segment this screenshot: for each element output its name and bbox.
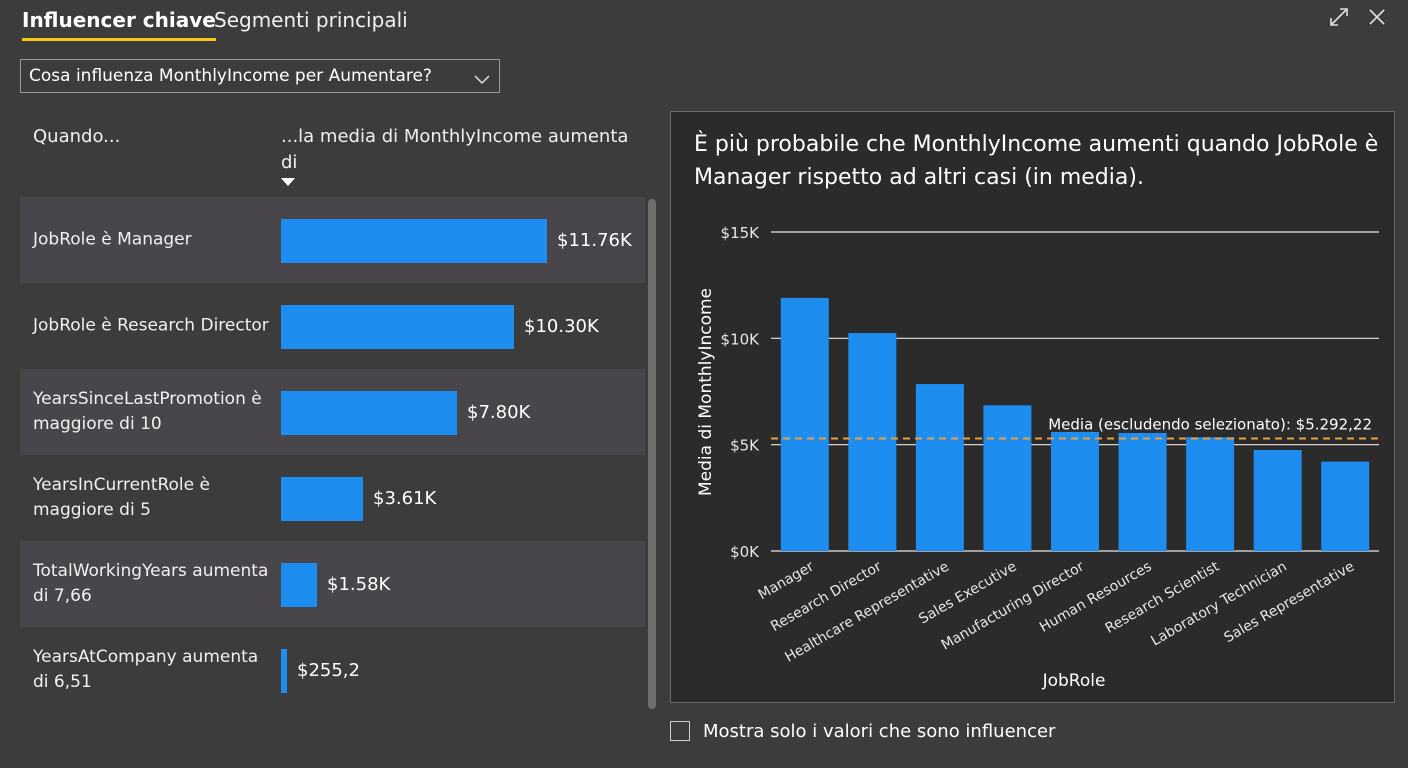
column-header-increase[interactable]: ...la media di MonthlyIncome aumenta di (281, 126, 629, 173)
influencer-only-label: Mostra solo i valori che sono influencer (703, 721, 1056, 742)
chart-bar (1186, 437, 1235, 551)
influencer-row[interactable]: YearsSinceLastPromotion è maggiore di 10… (20, 369, 645, 455)
sort-descending-icon[interactable] (281, 178, 295, 186)
x-tick-label: Research Director (768, 558, 884, 634)
x-tick-label: Research Scientist (1103, 558, 1223, 637)
y-axis-title: Media di MonthlyIncome (696, 288, 716, 496)
detail-panel: È più probabile che MonthlyIncome aument… (670, 111, 1395, 703)
x-tick-label: Human Resources (1037, 559, 1154, 636)
close-icon[interactable] (1366, 6, 1388, 28)
chart-bar (780, 297, 829, 551)
dropdown-value: Cosa influenza MonthlyIncome per Aumenta… (29, 66, 432, 86)
chart-bar (1118, 432, 1167, 551)
influencer-label: YearsSinceLastPromotion è maggiore di 10 (33, 389, 262, 434)
y-tick-label: $0K (730, 543, 760, 561)
influencer-value: $3.61K (373, 488, 437, 509)
influencer-value: $11.76K (557, 230, 632, 251)
chart-bar (1253, 449, 1302, 551)
influencer-label: JobRole è Manager (33, 229, 192, 250)
tab-influencer-chiave[interactable]: Influencer chiave (22, 8, 216, 41)
influencer-bar (281, 219, 547, 263)
detail-title: È più probabile che MonthlyIncome aument… (694, 132, 1379, 190)
influencer-row[interactable]: JobRole è Manager $11.76K (20, 197, 645, 283)
expand-icon[interactable] (1328, 6, 1350, 28)
influencer-value: $7.80K (467, 402, 531, 423)
chart-bar (1321, 461, 1370, 551)
influencer-label: TotalWorkingYears aumenta di 7,66 (33, 561, 269, 606)
y-tick-label: $5K (730, 437, 760, 455)
influencer-bar (281, 391, 457, 435)
influencer-label: JobRole è Research Director (33, 315, 269, 336)
chart-bar (983, 405, 1032, 551)
chevron-down-icon (473, 67, 491, 85)
influencer-label: YearsInCurrentRole è maggiore di 5 (33, 475, 210, 520)
influencer-bar (281, 305, 514, 349)
influencer-bar (281, 563, 317, 607)
influencer-value: $255,2 (297, 660, 360, 681)
chart-bar (1051, 431, 1099, 551)
influencer-list: JobRole è Manager $11.76K JobRole è Rese… (20, 197, 645, 713)
question-dropdown[interactable]: Cosa influenza MonthlyIncome per Aumenta… (20, 59, 500, 93)
influencer-label: YearsAtCompany aumenta di 6,51 (33, 647, 259, 692)
x-axis-title: JobRole (1042, 671, 1106, 691)
column-header-when: Quando... (33, 126, 121, 147)
y-tick-label: $15K (721, 224, 761, 242)
y-tick-label: $10K (721, 330, 761, 348)
scrollbar-thumb[interactable] (648, 199, 656, 709)
influencer-bar (281, 649, 287, 693)
influencer-row[interactable]: YearsAtCompany aumenta di 6,51 $255,2 (20, 627, 645, 713)
x-tick-label: Sales Representative (1221, 559, 1357, 647)
influencer-value: $10.30K (524, 316, 599, 337)
chart-bar (848, 333, 897, 551)
influencer-row[interactable]: YearsInCurrentRole è maggiore di 5 $3.61… (20, 455, 645, 541)
influencer-row[interactable]: JobRole è Research Director $10.30K (20, 283, 645, 369)
influencer-value: $1.58K (327, 574, 391, 595)
influencer-row[interactable]: TotalWorkingYears aumenta di 7,66 $1.58K (20, 541, 645, 627)
influencer-bar (281, 477, 363, 521)
chart-bar (915, 384, 964, 551)
tab-segmenti-principali[interactable]: Segmenti principali (214, 8, 408, 32)
x-tick-label: Manager (756, 558, 817, 603)
influencer-only-checkbox[interactable] (670, 721, 690, 741)
reference-line-label: Media (escludendo selezionato): $5.292,2… (1048, 415, 1372, 433)
